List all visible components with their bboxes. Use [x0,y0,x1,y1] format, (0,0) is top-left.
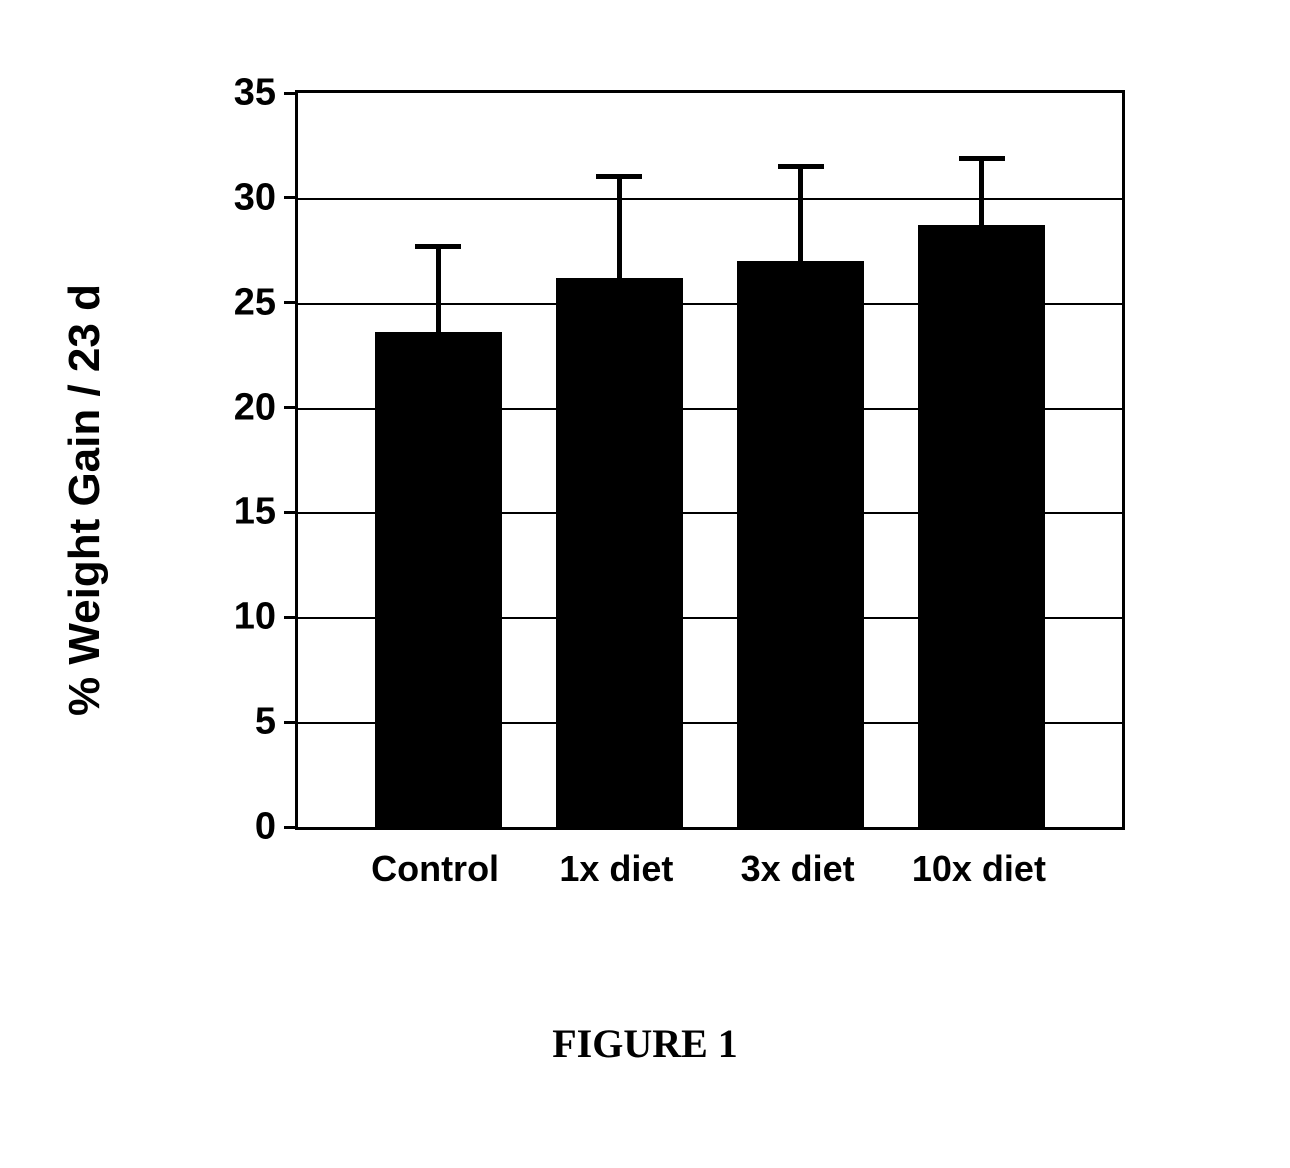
error-bar [617,177,622,278]
plot-frame: 05101520253035 [295,90,1125,830]
gridline [298,722,1122,724]
x-tick-label: Control [371,848,499,890]
bar [737,261,864,827]
figure-caption: FIGURE 1 [0,1020,1290,1067]
y-tick-label: 25 [234,281,298,324]
gridline [298,617,1122,619]
bar [556,278,683,827]
bar [918,225,1045,827]
y-tick-label: 0 [255,806,298,849]
gridline [298,303,1122,305]
error-bar-cap [415,244,461,249]
x-tick-label: 10x diet [912,848,1046,890]
gridline [298,512,1122,514]
y-tick-label: 20 [234,386,298,429]
x-tick-label: 1x diet [559,848,673,890]
y-axis-title: % Weight Gain / 23 d [60,284,110,716]
figure-wrap: % Weight Gain / 23 d 05101520253035 Cont… [0,0,1290,1168]
error-bar-cap [778,164,824,169]
y-tick-label: 10 [234,596,298,639]
bar [375,332,502,827]
y-tick-label: 5 [255,701,298,744]
plot-area: 05101520253035 [295,90,1125,830]
y-tick-label: 15 [234,491,298,534]
error-bar [436,246,441,332]
y-tick-label: 35 [234,72,298,115]
error-bar [798,166,803,260]
y-tick-label: 30 [234,176,298,219]
error-bar-cap [596,174,642,179]
error-bar-cap [959,156,1005,161]
error-bar [979,158,984,225]
gridline [298,198,1122,200]
gridline [298,408,1122,410]
bars-layer [298,93,1122,827]
x-tick-label: 3x diet [741,848,855,890]
chart: % Weight Gain / 23 d 05101520253035 Cont… [125,70,1165,930]
